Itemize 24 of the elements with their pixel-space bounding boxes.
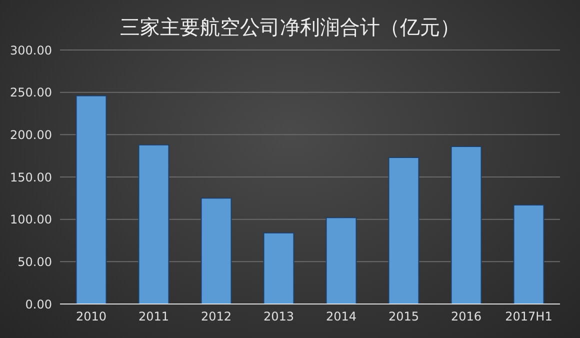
bar bbox=[326, 217, 357, 304]
bar bbox=[513, 204, 544, 304]
y-tick-label: 200.00 bbox=[10, 128, 52, 142]
y-tick-label: 100.00 bbox=[10, 212, 52, 227]
bar bbox=[200, 198, 232, 304]
x-tick-label: 2014 bbox=[326, 310, 357, 324]
bar bbox=[76, 95, 107, 304]
y-tick-label: 150.00 bbox=[10, 170, 52, 184]
bar bbox=[138, 144, 170, 304]
x-tick-label: 2016 bbox=[450, 310, 482, 324]
x-tick-label: 2012 bbox=[200, 310, 232, 324]
x-tick-label: 2017H1 bbox=[505, 310, 552, 324]
y-tick-label: 50.00 bbox=[18, 254, 52, 269]
bar bbox=[263, 232, 294, 304]
chart-title: 三家主要航空公司净利润合计（亿元） bbox=[119, 14, 461, 41]
bar bbox=[450, 146, 482, 304]
x-tick-label: 2011 bbox=[138, 310, 170, 324]
y-tick-label: 0.00 bbox=[25, 297, 52, 312]
bar bbox=[388, 157, 420, 304]
x-tick-label: 2015 bbox=[388, 310, 420, 324]
y-tick-label: 300.00 bbox=[10, 43, 52, 58]
x-tick-label: 2013 bbox=[263, 310, 294, 324]
y-tick-label: 250.00 bbox=[10, 86, 52, 100]
x-tick-label: 2010 bbox=[76, 310, 107, 324]
